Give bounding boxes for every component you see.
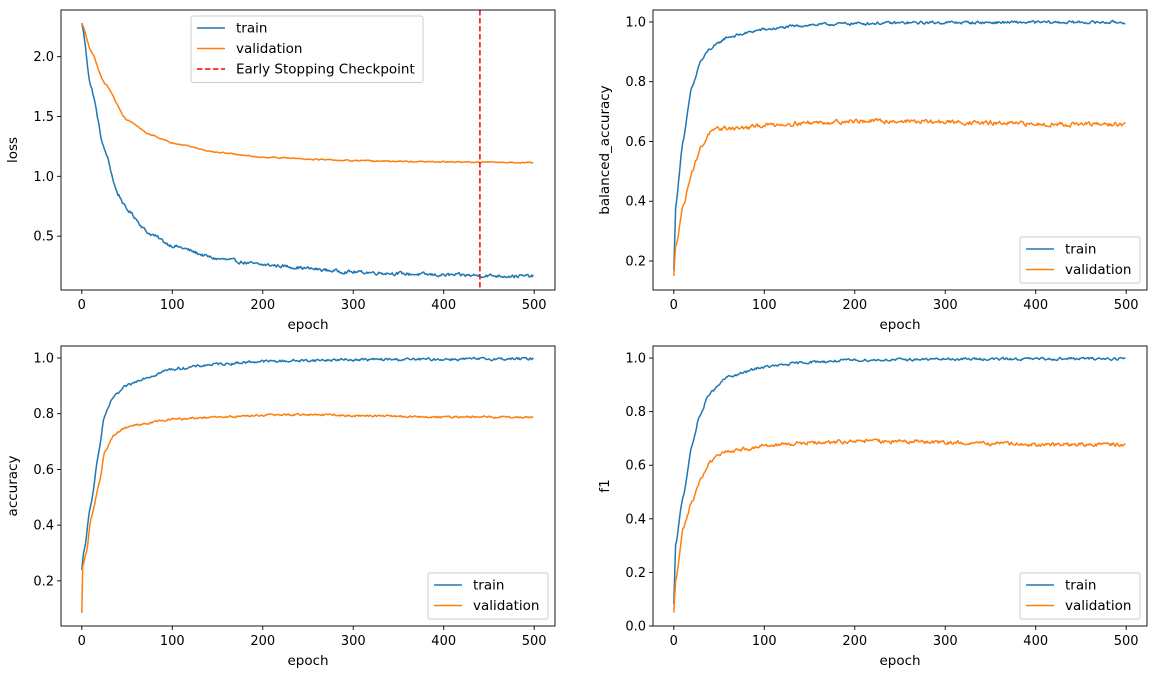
x-tick-label: 400 [431, 634, 456, 649]
x-tick-label: 0 [670, 298, 678, 313]
legend: train validation [427, 572, 549, 620]
plot-area [673, 356, 1126, 613]
legend-label: train [473, 578, 504, 594]
x-tick-label: 200 [842, 298, 867, 313]
y-tick-label: 0.5 [33, 230, 54, 245]
x-tick-label: 300 [341, 634, 366, 649]
y-tick-label: 1.0 [33, 170, 54, 185]
balanced-accuracy-panel: 0 100 200 300 400 500 0.2 0.4 0.6 0.8 1.0 epoch bala… [597, 9, 1148, 333]
axes-frame [652, 9, 1148, 291]
y-tick-label: 0.2 [625, 255, 646, 270]
y-axis-label: accuracy [5, 456, 21, 517]
legend-label: validation [1065, 598, 1131, 614]
y-tick-label: 0.8 [33, 407, 54, 422]
y-tick-label: 0.8 [625, 75, 646, 90]
legend-label: train [236, 21, 267, 37]
y-tick-label: 0.4 [625, 195, 646, 210]
x-tick-label: 200 [250, 634, 275, 649]
series-line-validation [81, 412, 534, 613]
y-tick-label: 0.6 [625, 459, 646, 474]
x-tick-label: 100 [752, 634, 777, 649]
x-axis-label: epoch [879, 317, 920, 333]
x-tick-label: 300 [933, 634, 958, 649]
x-tick-label: 500 [1114, 298, 1139, 313]
x-tick-label: 200 [250, 298, 275, 313]
y-tick-label: 2.0 [33, 50, 54, 65]
legend-label: validation [473, 598, 539, 614]
y-tick-label: 1.0 [625, 352, 646, 367]
series-line-train [81, 356, 534, 570]
plot-area [81, 10, 534, 290]
x-tick-label: 500 [522, 298, 547, 313]
x-tick-label: 100 [160, 634, 185, 649]
x-tick-label: 100 [752, 298, 777, 313]
series-line-validation [673, 438, 1126, 613]
legend-label: validation [1065, 262, 1131, 278]
plot-area [673, 19, 1126, 277]
plot-area [81, 356, 534, 613]
series-line-train [673, 356, 1126, 605]
f1-panel: 0 100 200 300 400 500 0.0 0.2 0.4 0.6 0.8 1.0 epoch f… [597, 345, 1148, 669]
legend-label: train [1065, 242, 1096, 258]
y-tick-label: 0.6 [33, 463, 54, 478]
axes-frame [652, 345, 1148, 627]
x-tick-label: 300 [933, 298, 958, 313]
x-tick-label: 400 [1023, 634, 1048, 649]
axes-frame [60, 345, 556, 627]
series-line-validation [81, 22, 534, 164]
x-tick-label: 300 [341, 298, 366, 313]
legend: train validation [1019, 236, 1141, 284]
x-tick-label: 400 [431, 298, 456, 313]
y-axis-label: f1 [597, 479, 613, 492]
y-tick-label: 0.4 [33, 519, 54, 534]
x-tick-label: 0 [78, 298, 86, 313]
y-tick-label: 1.5 [33, 110, 54, 125]
x-tick-label: 400 [1023, 298, 1048, 313]
y-tick-label: 1.0 [33, 351, 54, 366]
x-tick-label: 100 [160, 298, 185, 313]
y-tick-label: 0.2 [33, 574, 54, 589]
legend: train validation Early Stopping Checkpoint [190, 15, 424, 83]
y-axis-label: loss [5, 137, 21, 163]
x-tick-label: 200 [842, 634, 867, 649]
x-axis-label: epoch [879, 653, 920, 669]
series-line-train [673, 19, 1126, 271]
y-tick-label: 0.6 [625, 135, 646, 150]
x-tick-label: 0 [78, 634, 86, 649]
loss-panel: 0 100 200 300 400 500 0.5 1.0 1.5 2.0 epoch loss tra… [5, 9, 556, 333]
x-axis-label: epoch [287, 317, 328, 333]
legend-label: train [1065, 578, 1096, 594]
series-line-validation [673, 117, 1126, 277]
y-axis-label: balanced_accuracy [597, 85, 613, 214]
y-tick-label: 1.0 [625, 15, 646, 30]
y-tick-label: 0.8 [625, 405, 646, 420]
y-tick-label: 0.4 [625, 512, 646, 527]
y-tick-label: 0.0 [625, 620, 646, 635]
x-tick-label: 500 [522, 634, 547, 649]
axes-frame [60, 9, 556, 291]
legend: train validation [1019, 572, 1141, 620]
x-tick-label: 500 [1114, 634, 1139, 649]
legend-label: validation [236, 41, 302, 57]
x-axis-label: epoch [287, 653, 328, 669]
accuracy-panel: 0 100 200 300 400 500 0.2 0.4 0.6 0.8 1.0 epoch accu… [5, 345, 556, 669]
y-tick-label: 0.2 [625, 566, 646, 581]
x-tick-label: 0 [670, 634, 678, 649]
legend-label: Early Stopping Checkpoint [236, 62, 415, 78]
legend-box [190, 15, 424, 83]
series-line-train [81, 23, 534, 279]
